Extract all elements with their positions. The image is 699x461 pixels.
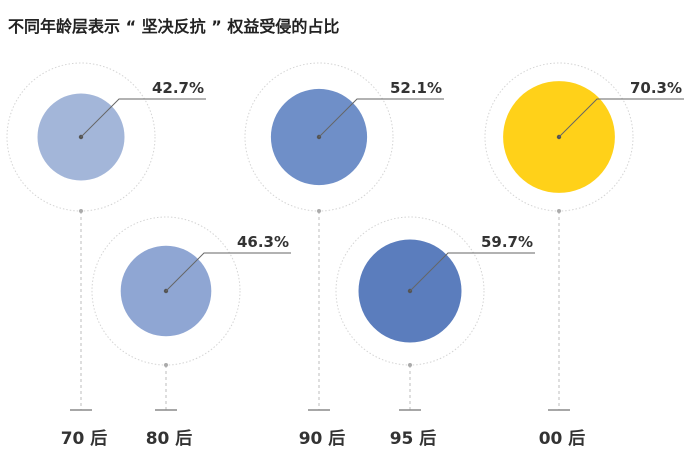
leader-00 [558,98,684,138]
category-label-80: 80 后 [146,429,193,449]
leader-70 [80,98,206,138]
leader-95 [409,252,535,292]
category-label-95: 95 后 [390,429,437,449]
chart-title: 不同年龄层表示 “ 坚决反抗 ” 权益受侵的占比 [8,17,339,36]
value-label-70: 42.7% [152,79,204,97]
stem-dot-00 [557,209,561,213]
leader-90 [318,98,444,138]
stem-dot-80 [164,363,168,367]
stem-dot-95 [408,363,412,367]
value-label-80: 46.3% [237,233,289,251]
category-label-00: 00 后 [539,429,586,449]
leader-80 [165,252,291,292]
category-label-90: 90 后 [299,429,346,449]
stem-dot-90 [317,209,321,213]
category-label-70: 70 后 [61,429,108,449]
value-label-95: 59.7% [481,233,533,251]
stem-dot-70 [79,209,83,213]
value-label-00: 70.3% [630,79,682,97]
chart-marks: 42.7% 70 后 46.3% 80 后 52.1% 90 后 59.7% 95 后 70.3… [6,62,684,449]
value-label-90: 52.1% [390,79,442,97]
